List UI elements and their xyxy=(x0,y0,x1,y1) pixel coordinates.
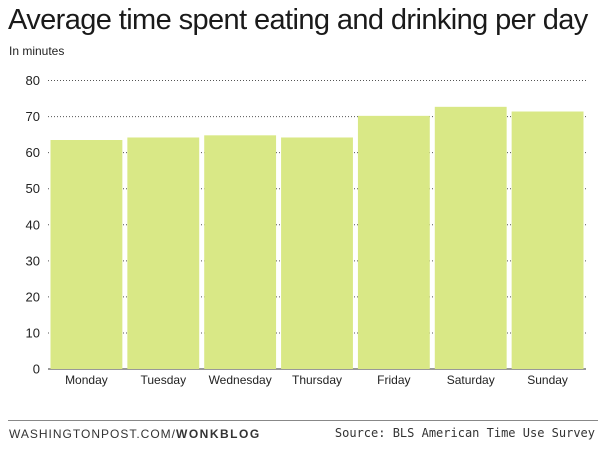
x-tick-label-tuesday: Tuesday xyxy=(140,373,186,387)
y-tick-label: 40 xyxy=(26,217,40,232)
y-tick-label: 30 xyxy=(26,253,40,268)
x-tick-label-friday: Friday xyxy=(377,373,410,387)
bar-friday xyxy=(357,115,430,369)
bar-monday xyxy=(50,140,123,369)
bar-chart: 0 10 20 30 40 50 60 70 80 Monday Tuesday Wednesday… xyxy=(26,73,586,387)
y-tick-label: 20 xyxy=(26,289,40,304)
x-tick-labels: Monday Tuesday Wednesday Thursday Friday Satu… xyxy=(65,373,568,387)
footer-source: Source: BLS American Time Use Survey xyxy=(334,426,595,440)
bar-tuesday xyxy=(127,137,200,369)
bar-sunday xyxy=(511,111,584,370)
bar-wednesday xyxy=(204,135,277,369)
footer-brand: WONKBLOG xyxy=(176,427,261,441)
y-axis-unit-label: In minutes xyxy=(9,44,65,58)
y-tick-label: 60 xyxy=(26,145,40,160)
x-tick-label-saturday: Saturday xyxy=(447,373,495,387)
x-tick-label-sunday: Sunday xyxy=(527,373,568,387)
bars xyxy=(50,106,584,370)
bar-thursday xyxy=(281,137,353,369)
footer-credit: WASHINGTONPOST.COM/WONKBLOG xyxy=(9,427,261,441)
y-tick-label: 0 xyxy=(33,362,40,377)
footer-divider xyxy=(8,420,598,421)
x-tick-label-wednesday: Wednesday xyxy=(209,373,272,387)
chart-title: Average time spent eating and drinking p… xyxy=(8,4,588,36)
y-tick-label: 10 xyxy=(26,325,40,340)
y-tick-label: 80 xyxy=(26,73,40,88)
bar-saturday xyxy=(434,106,507,369)
y-tick-label: 50 xyxy=(26,181,40,196)
footer-site: WASHINGTONPOST.COM/ xyxy=(9,427,177,441)
y-tick-labels: 0 10 20 30 40 50 60 70 80 xyxy=(26,73,40,377)
y-tick-label: 70 xyxy=(26,109,40,124)
x-tick-label-monday: Monday xyxy=(65,373,108,387)
x-tick-label-thursday: Thursday xyxy=(292,373,342,387)
